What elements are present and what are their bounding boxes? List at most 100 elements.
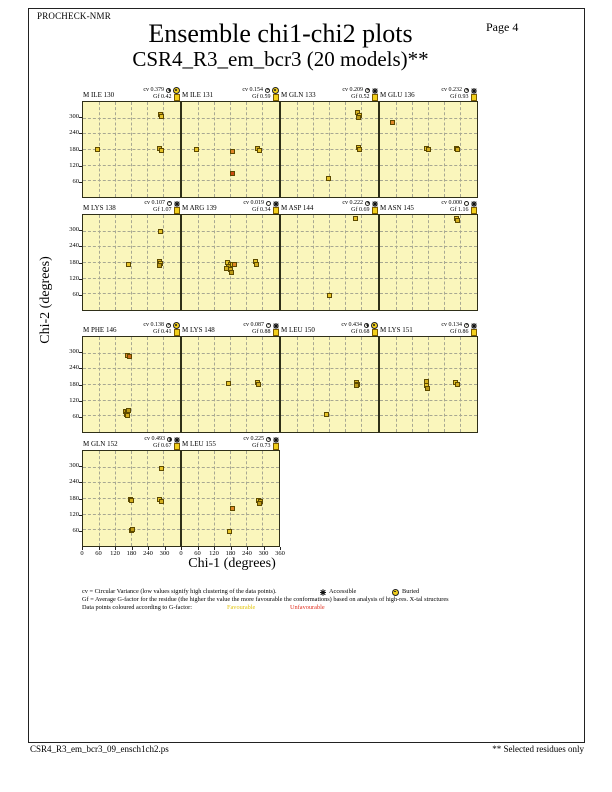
gridline-vertical: [444, 215, 445, 310]
x-tick-label: 120: [110, 550, 120, 557]
gridline-horizontal: [182, 498, 279, 499]
gf-value: Gf 0.59: [252, 94, 271, 100]
gridline-horizontal: [281, 384, 378, 385]
gridline-horizontal: [182, 230, 279, 232]
x-tick-label: 120: [209, 550, 219, 557]
y-tick-mark: [79, 368, 82, 370]
data-point: [158, 229, 164, 235]
x-tick-mark: [214, 547, 215, 550]
legend-line2: Gf = Average G-factor for the residue (t…: [82, 596, 449, 603]
cv-value: cv 0.222: [342, 200, 363, 206]
gridline-vertical: [361, 215, 362, 310]
accessible-icon: [471, 200, 477, 207]
data-point: [224, 265, 230, 271]
gridline-vertical: [163, 451, 164, 546]
data-point: [226, 528, 232, 534]
data-point: [455, 147, 461, 153]
x-axis-label: Chi-1 (degrees): [188, 556, 276, 571]
gridline-horizontal: [83, 230, 180, 232]
plot-stats: cv 0.134 Gf 0.86: [441, 322, 477, 336]
gridline-vertical: [460, 337, 461, 432]
gridline-vertical: [246, 337, 247, 432]
x-tick-label: 60: [194, 550, 201, 557]
data-point: [326, 176, 332, 182]
gridline-horizontal: [83, 352, 180, 354]
accessible-icon: [372, 200, 378, 207]
y-tick-label: 60: [72, 412, 80, 420]
gridline-horizontal: [182, 352, 279, 354]
data-point: [324, 411, 330, 417]
cv-value: cv 0.379: [143, 87, 164, 93]
gf-square-icon: [470, 207, 477, 214]
data-point: [256, 501, 262, 507]
accessible-icon: [174, 200, 180, 207]
gridline-horizontal: [182, 368, 279, 370]
gridline-vertical: [163, 215, 164, 310]
cv-row: cv 0.379: [143, 87, 180, 94]
gridline-horizontal: [380, 230, 477, 232]
gf-row: Gf 0.52: [351, 94, 378, 101]
x-tick-label: 360: [275, 550, 285, 557]
gf-row: Gf 1.07: [153, 207, 180, 214]
cv-pie-icon: [266, 323, 271, 328]
data-point: [126, 407, 132, 413]
x-tick-mark: [230, 547, 232, 550]
gf-square-icon: [470, 94, 477, 101]
gf-square-icon: [173, 329, 180, 336]
cv-value: cv 0.232: [441, 87, 462, 93]
x-tick-label: 300: [159, 550, 170, 557]
x-tick-mark: [115, 547, 116, 550]
cv-pie-icon: [265, 88, 270, 93]
x-tick-mark: [82, 547, 83, 550]
data-point: [424, 385, 430, 391]
cv-pie-icon: [364, 323, 369, 328]
gridline-horizontal: [182, 133, 279, 135]
gridline-vertical: [460, 102, 461, 197]
legend: cv = Circular Variance (low values signi…: [82, 588, 562, 612]
title-block: Ensemble chi1-chi2 plots CSR4_R3_em_bcr3…: [28, 21, 533, 72]
y-axis-label: Chi-2 (degrees): [38, 256, 53, 344]
y-tick-label: 300: [69, 348, 79, 356]
y-tick-mark: [79, 181, 82, 183]
data-point: [126, 262, 132, 268]
residue-label: M LEU 155: [182, 440, 216, 448]
footer-note: ** Selected residues only: [492, 744, 584, 754]
gf-value: Gf 0.73: [252, 443, 271, 449]
x-tick-mark: [98, 547, 100, 550]
accessible-icon: [273, 436, 279, 443]
cv-pie-icon: [464, 201, 469, 206]
gf-square-icon: [173, 207, 180, 214]
gridline-horizontal: [281, 352, 378, 354]
accessible-icon: [174, 436, 180, 443]
cv-pie-icon: [166, 323, 171, 328]
plot-area: [82, 450, 181, 547]
residue-label: M LYS 138: [83, 204, 116, 212]
gridline-horizontal: [380, 246, 477, 248]
x-tick-mark: [164, 547, 166, 550]
gridline-vertical: [444, 102, 445, 197]
gridline-horizontal: [380, 133, 477, 135]
data-point: [454, 217, 460, 223]
chi-plot-m-ile-130: M ILE 130 cv 0.379 Gf 0.42 60 120 180 240 300: [69, 87, 181, 198]
y-tick-label: 60: [72, 290, 80, 298]
gfactor-colour-caption: Data points coloured according to G-fact…: [82, 604, 192, 611]
gridline-horizontal: [281, 230, 378, 232]
x-tick-mark: [148, 547, 149, 550]
plot-area: [181, 214, 280, 311]
data-point: [357, 147, 363, 153]
data-point: [194, 147, 200, 153]
gridline-vertical: [163, 337, 164, 432]
gf-square-icon: [173, 443, 180, 450]
data-point: [389, 119, 395, 125]
y-tick-mark: [79, 416, 82, 418]
y-tick-label: 120: [69, 161, 79, 169]
data-point: [454, 381, 460, 387]
residue-label: M ILE 130: [83, 91, 115, 99]
plot-stats: cv 0.434 Gf 0.68: [341, 322, 378, 336]
gridline-horizontal: [182, 466, 279, 468]
x-tick-label: 180: [225, 550, 236, 557]
y-tick-mark: [79, 133, 82, 135]
residue-label: M LYS 151: [380, 326, 413, 334]
gf-square-icon: [371, 94, 378, 101]
cv-pie-icon: [266, 201, 271, 206]
